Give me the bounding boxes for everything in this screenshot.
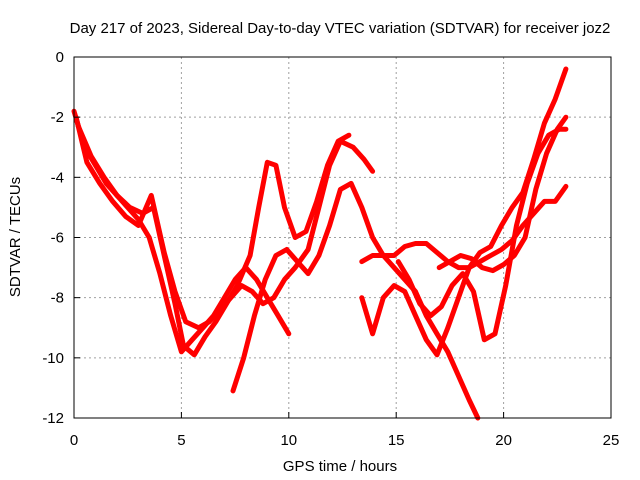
series-trace xyxy=(230,180,481,421)
y-tick-label: -10 xyxy=(42,350,64,367)
y-tick-label: -8 xyxy=(51,290,64,307)
x-tick-label: 25 xyxy=(603,432,620,449)
y-tick-label: -12 xyxy=(42,410,64,427)
x-axis-label: GPS time / hours xyxy=(283,458,397,475)
y-tick-label: -4 xyxy=(51,169,64,186)
y-tick-label: 0 xyxy=(56,49,64,66)
chart-title: Day 217 of 2023, Sidereal Day-to-day VTE… xyxy=(70,20,611,37)
x-tick-label: 10 xyxy=(280,432,297,449)
y-tick-label: -6 xyxy=(51,230,64,247)
tick-layer: 0 5 10 15 20 25 0 -2 -4 -6 -8 -10 -12 xyxy=(42,49,619,449)
series-trace xyxy=(436,114,569,274)
x-tick-label: 15 xyxy=(388,432,405,449)
series-trace xyxy=(75,123,352,358)
x-tick-label: 20 xyxy=(495,432,512,449)
grid xyxy=(74,57,611,418)
series-trace xyxy=(395,126,569,343)
x-tick-label: 5 xyxy=(177,432,185,449)
y-tick-label: -2 xyxy=(51,109,64,126)
x-tick-label: 0 xyxy=(70,432,78,449)
y-axis-label: SDTVAR / TECUs xyxy=(7,177,24,297)
series-trace xyxy=(73,114,376,331)
series-layer xyxy=(71,66,569,421)
